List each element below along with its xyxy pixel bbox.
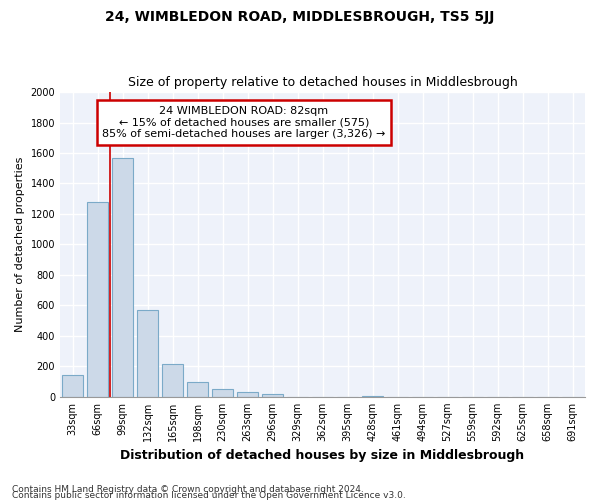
Bar [187, 382, 208, 397]
Bar [212, 389, 233, 397]
Text: 24, WIMBLEDON ROAD, MIDDLESBROUGH, TS5 5JJ: 24, WIMBLEDON ROAD, MIDDLESBROUGH, TS5 5… [106, 10, 494, 24]
Bar [237, 392, 258, 397]
Bar [162, 364, 183, 397]
Text: Contains public sector information licensed under the Open Government Licence v3: Contains public sector information licen… [12, 490, 406, 500]
Bar [137, 310, 158, 397]
Bar [362, 396, 383, 397]
Bar [87, 202, 108, 397]
Bar [62, 376, 83, 397]
Y-axis label: Number of detached properties: Number of detached properties [15, 156, 25, 332]
Text: Contains HM Land Registry data © Crown copyright and database right 2024.: Contains HM Land Registry data © Crown c… [12, 484, 364, 494]
Bar [262, 394, 283, 397]
X-axis label: Distribution of detached houses by size in Middlesbrough: Distribution of detached houses by size … [121, 450, 524, 462]
Text: 24 WIMBLEDON ROAD: 82sqm
← 15% of detached houses are smaller (575)
85% of semi-: 24 WIMBLEDON ROAD: 82sqm ← 15% of detach… [102, 106, 385, 139]
Bar [112, 158, 133, 397]
Title: Size of property relative to detached houses in Middlesbrough: Size of property relative to detached ho… [128, 76, 517, 90]
